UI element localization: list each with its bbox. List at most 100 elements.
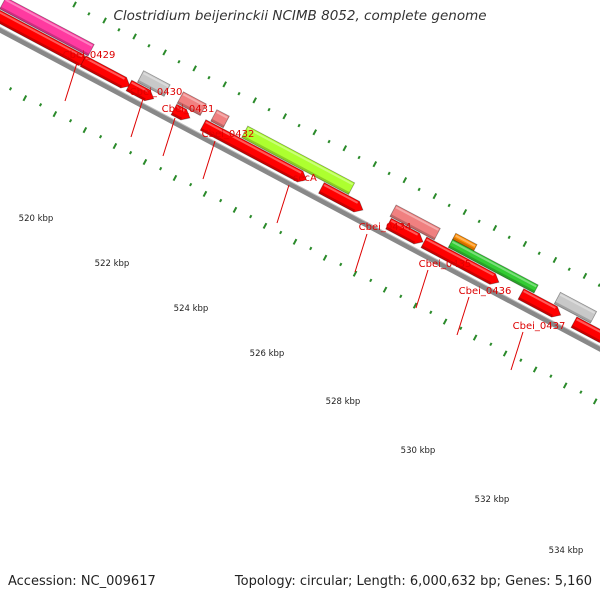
- cds-arrow: [385, 217, 424, 245]
- gene-label-leader: [415, 269, 429, 309]
- inner-tick: [219, 198, 223, 203]
- outer-tick: [87, 12, 91, 16]
- inner-tick: [382, 286, 388, 293]
- inner-tick: [309, 246, 313, 251]
- gene-label: Cbei_0435: [419, 259, 472, 270]
- gene-label-leader: [162, 117, 176, 157]
- inner-tick: [322, 254, 328, 261]
- gene-bar: [553, 291, 598, 324]
- inner-tick: [38, 103, 43, 107]
- inner-tick: [232, 206, 238, 213]
- inner-tick: [489, 342, 493, 347]
- outer-tick: [582, 272, 588, 280]
- inner-tick: [399, 294, 403, 299]
- inner-tick: [532, 366, 538, 373]
- kbp-label: 528 kbp: [326, 397, 361, 407]
- inner-tick: [412, 302, 418, 309]
- kbp-label: 526 kbp: [250, 349, 285, 359]
- kbp-label: 522 kbp: [95, 259, 130, 269]
- gene-label: secA: [293, 173, 317, 184]
- outer-tick: [387, 171, 391, 176]
- inner-tick: [339, 262, 343, 267]
- gene-label: Cbei_0437: [513, 321, 566, 332]
- kbp-label: 534 kbp: [549, 546, 584, 556]
- inner-tick: [202, 190, 208, 198]
- gene-label-leader: [510, 331, 524, 371]
- gene-label: Cbei_0429: [63, 50, 116, 61]
- cds-arrow: [125, 79, 155, 102]
- gene-label: Cbei_0431: [162, 104, 215, 115]
- outer-tick: [447, 203, 451, 208]
- cds-arrow: [0, 9, 88, 66]
- inner-tick: [52, 110, 58, 118]
- inner-tick: [472, 334, 478, 341]
- outer-tick: [357, 155, 361, 160]
- backbone-band: [0, 27, 600, 352]
- gene-label: Cbei_0436: [459, 286, 512, 297]
- outer-tick: [237, 91, 241, 96]
- inner-tick: [442, 318, 448, 325]
- kbp-label: 520 kbp: [19, 214, 54, 224]
- gene-track: [0, 0, 598, 324]
- outer-tick: [117, 28, 121, 32]
- inner-tick: [352, 270, 358, 277]
- gene-bar: [210, 109, 230, 129]
- inner-tick: [159, 166, 163, 171]
- kbp-label: 524 kbp: [174, 304, 209, 314]
- inner-tick: [142, 158, 148, 166]
- inner-tick: [429, 310, 433, 315]
- outer-tick: [462, 208, 468, 216]
- outer-tick: [342, 145, 348, 152]
- inner-tick: [279, 230, 283, 235]
- gene-bar: [0, 0, 95, 57]
- gene-label-leader: [130, 98, 144, 138]
- inner-tick: [562, 382, 568, 389]
- inner-tick: [262, 222, 268, 229]
- inner-tick: [369, 278, 373, 283]
- inner-tick: [68, 118, 73, 123]
- inner-tick: [292, 238, 298, 245]
- inner-tick: [549, 374, 553, 378]
- backbone-highlight: [0, 26, 600, 347]
- gene-label-leader: [202, 140, 216, 180]
- outer-tick: [537, 251, 541, 256]
- gene-bar: [241, 125, 356, 195]
- cds-arrow: [170, 103, 191, 121]
- kbp-scale: 520 kbp 522 kbp 524 kbp 526 kbp 528 kbp 530 k…: [19, 214, 584, 556]
- inner-tick: [502, 350, 508, 357]
- inner-tick: [172, 174, 178, 182]
- gene-labels: Cbei_0429 Cbei_0430 Cbei_0431 Cbei_0432 secA…: [63, 50, 566, 371]
- inner-tick: [82, 126, 88, 134]
- inner-tick: [22, 95, 28, 102]
- outer-tick: [267, 107, 271, 112]
- cds-arrow: [420, 236, 500, 285]
- inner-tick: [592, 398, 598, 405]
- outer-tick: [312, 129, 318, 136]
- outer-tick: [132, 33, 137, 40]
- outer-tick: [192, 65, 197, 72]
- outer-tick: [417, 187, 421, 192]
- gene-bar: [389, 204, 441, 241]
- outer-tick: [222, 81, 227, 88]
- kbp-label: 530 kbp: [401, 446, 436, 456]
- cds-track: [0, 9, 600, 343]
- gene-label-leader: [456, 296, 470, 336]
- outer-tick: [162, 49, 167, 56]
- outer-tick: [477, 219, 481, 224]
- cds-arrow: [570, 316, 600, 343]
- inner-tick: [98, 134, 103, 139]
- inner-tick: [8, 87, 13, 91]
- inner-tick: [249, 214, 253, 219]
- outer-tick: [207, 75, 211, 80]
- outer-tick: [297, 123, 301, 128]
- cds-arrow: [79, 55, 131, 89]
- cds-arrow: [517, 288, 562, 318]
- outer-tick: [147, 43, 151, 48]
- gene-bar: [447, 238, 539, 294]
- outer-tick: [567, 267, 571, 272]
- inner-tick: [189, 182, 193, 187]
- outer-tick: [507, 235, 511, 240]
- gene-label: Cbei_0434: [359, 222, 412, 233]
- outer-tick: [327, 139, 331, 144]
